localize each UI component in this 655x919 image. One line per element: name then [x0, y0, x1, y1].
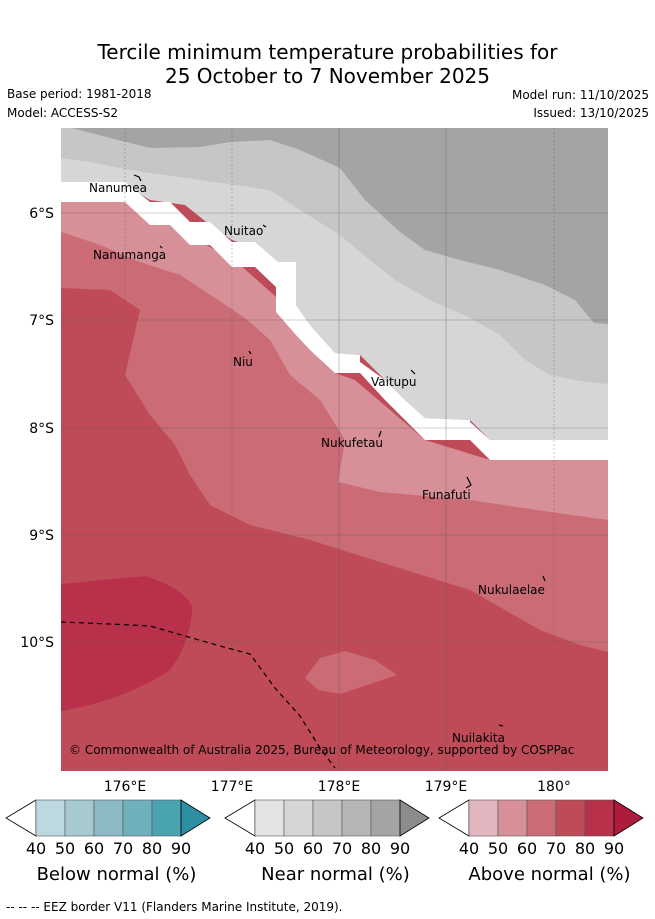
island-shape-funafuti — [465, 476, 472, 489]
eez-border — [60, 621, 336, 769]
legend-extension-low — [438, 799, 470, 837]
legend-swatch — [370, 799, 401, 837]
island-nuitao-label: Nuitao — [224, 224, 263, 238]
legend-tick-label: 40 — [459, 839, 479, 858]
legend-tick-label: 60 — [84, 839, 104, 858]
legend-title: Above normal (%) — [468, 864, 630, 885]
lat-tick-10s: 10°S — [20, 635, 54, 651]
island-shape-nuilakita — [498, 724, 504, 727]
chart-title: Tercile minimum temperature probabilitie… — [0, 40, 655, 88]
legend-tick-label: 70 — [113, 839, 133, 858]
legend-tick-label: 50 — [488, 839, 508, 858]
legend-tick-label: 40 — [245, 839, 265, 858]
base-period: Base period: 1981-2018 — [7, 87, 152, 101]
island-shape-nukufetau — [378, 430, 382, 438]
lat-tick-8s: 8°S — [29, 421, 54, 437]
legend-tick-label: 40 — [26, 839, 46, 858]
island-nuilakita-label: Nuilakita — [452, 731, 505, 745]
legend-swatch — [497, 799, 528, 837]
grid — [61, 128, 608, 771]
legend-extension-low — [224, 799, 256, 837]
copyright-notice: © Commonwealth of Australia 2025, Bureau… — [69, 743, 574, 757]
legend-title: Below normal (%) — [37, 864, 197, 885]
model-name: Model: ACCESS-S2 — [7, 106, 119, 120]
island-shape-nanumanga — [159, 245, 163, 249]
legend-swatch — [526, 799, 557, 837]
legend-tick-label: 60 — [517, 839, 537, 858]
island-vaitupu-label: Vaitupu — [371, 375, 417, 389]
legend-tick-label: 60 — [303, 839, 323, 858]
lat-tick-7s: 7°S — [29, 313, 54, 329]
eez-footnote: -- -- -- EEZ border V11 (Flanders Marine… — [6, 900, 343, 914]
zone-near-60-70 — [72, 128, 608, 324]
title-line-1: Tercile minimum temperature probabilitie… — [97, 40, 558, 64]
island-outlines — [133, 174, 546, 727]
island-niu-label: Niu — [233, 355, 253, 369]
legend-extension-high — [613, 799, 644, 837]
island-funafuti-label: Funafuti — [422, 488, 471, 502]
legend-below-normal: 40 50 60 70 80 90 Below normal (%) — [5, 799, 211, 885]
probability-map — [61, 128, 608, 771]
legend-swatch — [468, 799, 499, 837]
legend-extension-low — [5, 799, 37, 837]
legend-swatch — [122, 799, 153, 837]
lat-tick-9s: 9°S — [29, 528, 54, 544]
lon-tick-176e: 176°E — [104, 779, 147, 795]
island-shape-niu — [248, 350, 252, 355]
zone-above-50-60 — [61, 182, 608, 520]
legend-swatch — [555, 799, 586, 837]
legend-title: Near normal (%) — [261, 864, 410, 885]
island-shape-nuitao — [262, 224, 267, 228]
zone-above-80-90 — [61, 576, 193, 711]
title-line-2: 25 October to 7 November 2025 — [164, 64, 491, 88]
legend-tick-label: 50 — [274, 839, 294, 858]
legend-extension-high — [180, 799, 211, 837]
island-nukulaelae-label: Nukulaelae — [478, 583, 545, 597]
island-nukufetau-label: Nukufetau — [321, 436, 383, 450]
legend-swatch — [93, 799, 124, 837]
legend-tick-label: 90 — [390, 839, 410, 858]
legend-swatch — [341, 799, 372, 837]
legend-tick-label: 70 — [332, 839, 352, 858]
legend-swatch — [584, 799, 615, 837]
legend-swatch — [64, 799, 95, 837]
legend-above-normal: 40 50 60 70 80 90 Above normal (%) — [438, 799, 644, 885]
legend-tick-label: 90 — [171, 839, 191, 858]
legend-tick-label: 80 — [142, 839, 162, 858]
model-run-date: Model run: 11/10/2025 — [511, 88, 649, 102]
lon-tick-178e: 178°E — [318, 779, 361, 795]
legend-tick-label: 90 — [604, 839, 624, 858]
legend-extension-high — [399, 799, 430, 837]
lat-tick-6s: 6°S — [29, 206, 54, 222]
issued-date: Issued: 13/10/2025 — [533, 106, 649, 120]
legend-swatch — [254, 799, 285, 837]
legend-tick-label: 80 — [575, 839, 595, 858]
island-nanumanga-label: Nanumanga — [93, 248, 166, 262]
legend-swatch — [283, 799, 314, 837]
lon-tick-177e: 177°E — [211, 779, 254, 795]
legend-tick-label: 80 — [361, 839, 381, 858]
legend-swatch — [35, 799, 66, 837]
legend-tick-label: 50 — [55, 839, 75, 858]
legend-swatch — [151, 799, 182, 837]
legend-tick-label: 70 — [546, 839, 566, 858]
island-shape-nanumea — [133, 174, 142, 182]
island-shape-nukulaelae — [542, 575, 546, 582]
lon-tick-179e: 179°E — [425, 779, 468, 795]
legend-near-normal: 40 50 60 70 80 90 Near normal (%) — [224, 799, 430, 885]
legend-swatch — [312, 799, 343, 837]
zone-above-small-patch — [305, 651, 397, 694]
island-shape-vaitupu — [410, 369, 416, 375]
lon-tick-180: 180° — [537, 779, 571, 795]
island-nanumea-label: Nanumea — [89, 181, 147, 195]
